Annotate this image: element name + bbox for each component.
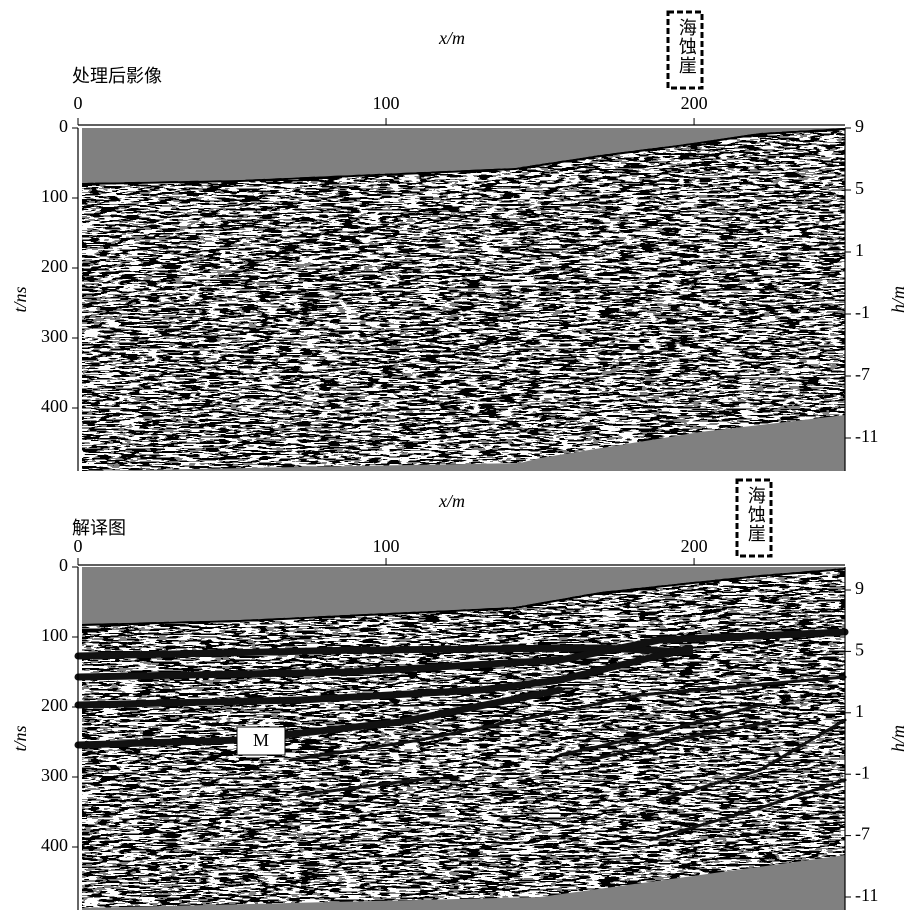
y-axis-label: t/ns (10, 286, 30, 312)
y-tick-label: 100 (41, 625, 68, 645)
interpretation-line (74, 644, 694, 660)
y-tick-label: 200 (41, 695, 68, 715)
y-tick-label: 200 (41, 256, 68, 276)
y2-tick-label: 1 (855, 701, 864, 721)
x-tick-label: 0 (74, 536, 83, 556)
y2-axis-label: h/m (888, 286, 908, 313)
y2-tick-label: -7 (855, 824, 870, 844)
y2-tick-label: -7 (855, 364, 870, 384)
radar-noise (82, 128, 845, 471)
radar-band (82, 128, 845, 471)
interpretation-line (288, 675, 847, 762)
y2-tick-label: 1 (855, 240, 864, 260)
interpretation-line (658, 718, 847, 802)
annotation-box (735, 478, 773, 558)
annotation-box (666, 10, 704, 90)
y-axis-label: t/ns (10, 725, 30, 751)
x-tick-label: 0 (74, 93, 83, 113)
surface-reflection (82, 128, 845, 185)
interpretation-line (74, 686, 564, 749)
annotation-m: M (253, 730, 269, 750)
y-tick-label: 300 (41, 765, 68, 785)
surface-reflection (82, 568, 845, 626)
y2-tick-label: 5 (855, 640, 864, 660)
interpretation-line (648, 778, 847, 842)
y-tick-label: 100 (41, 186, 68, 206)
x-axis-label: x/m (438, 491, 465, 511)
panel-title: 解译图 (72, 518, 126, 538)
y-tick-label: 300 (41, 326, 68, 346)
y2-tick-label: -11 (855, 885, 878, 905)
y2-tick-label: -11 (855, 426, 878, 446)
interpretation-line (588, 720, 772, 762)
x-tick-label: 200 (681, 536, 708, 556)
x-tick-label: 100 (373, 93, 400, 113)
interpretation-line (298, 776, 432, 797)
radargram-panel: 0 100 200 0 100 200 300 400 9 5 1 -1 -7 -11 处理后影像 x/m t/… (10, 10, 908, 471)
y-tick-label: 400 (41, 835, 68, 855)
interpretation-line (558, 703, 762, 757)
x-axis-label: x/m (438, 28, 465, 48)
label-box (236, 726, 286, 756)
interpretation-line (74, 628, 849, 681)
annotation-cliff: 海蚀崖 (677, 18, 697, 75)
y2-tick-label: 5 (855, 178, 864, 198)
y2-tick-label: -1 (855, 762, 870, 782)
y-tick-label: 0 (59, 555, 68, 575)
y-tick-label: 0 (59, 116, 68, 136)
y2-tick-label: 9 (855, 578, 864, 598)
y2-tick-label: -1 (855, 302, 870, 322)
y2-tick-label: 9 (855, 116, 864, 136)
radargram-panel: 0 100 200 0 100 200 300 400 9 5 1 -1 -7 -11 解译图 x/m t/ns… (10, 478, 908, 910)
y2-axis-label: h/m (888, 725, 908, 752)
annotation-cliff: 海蚀崖 (746, 486, 766, 543)
interpretation-line (74, 644, 694, 709)
x-tick-label: 100 (373, 536, 400, 556)
panel-title: 处理后影像 (72, 66, 162, 86)
y-tick-label: 400 (41, 396, 68, 416)
x-tick-label: 200 (681, 93, 708, 113)
